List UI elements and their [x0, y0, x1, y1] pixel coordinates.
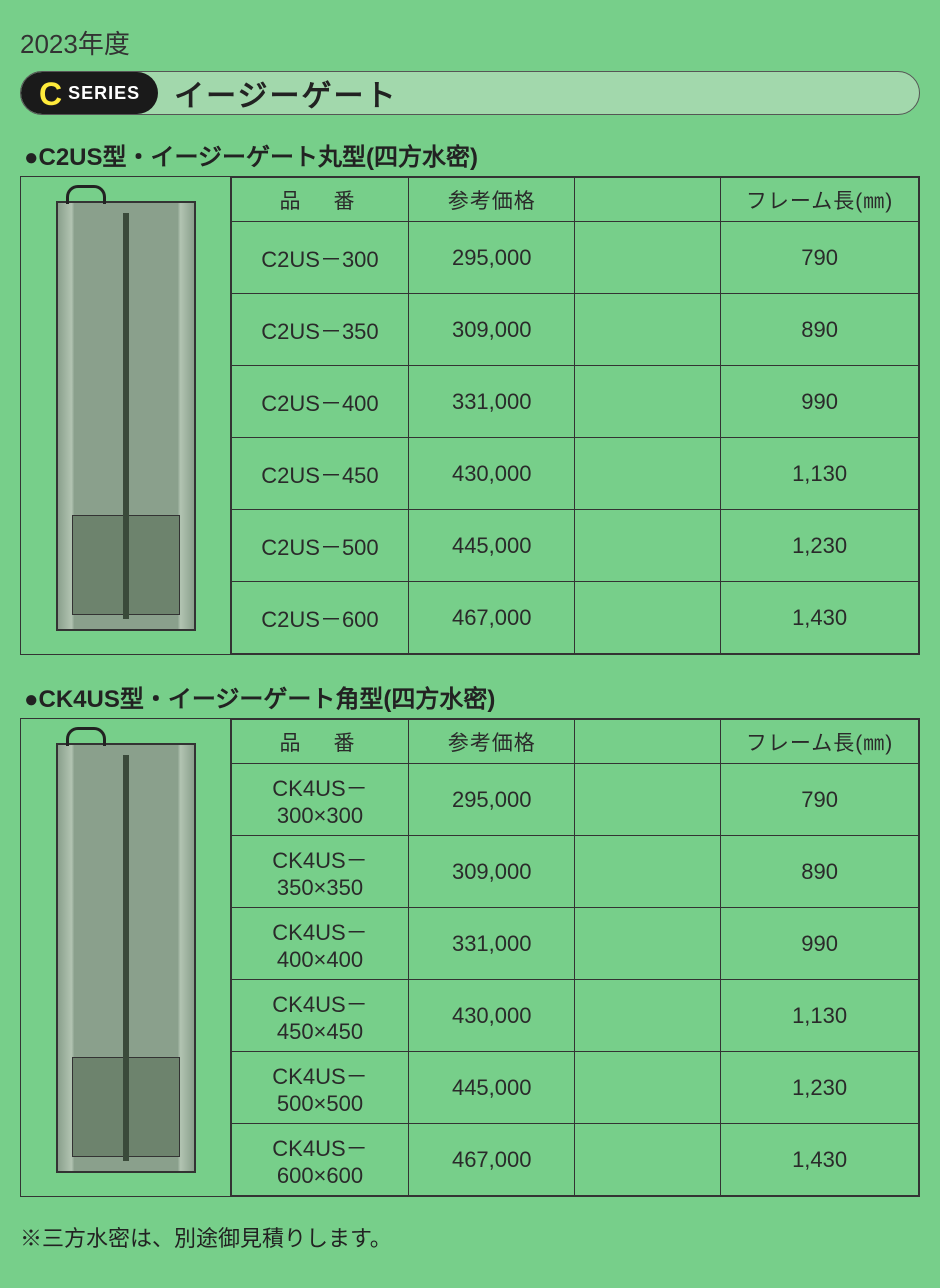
cell-frame: 1,130	[721, 438, 919, 510]
cell-part: CK4US－600×600	[232, 1124, 409, 1196]
spec-table: 品 番 参考価格 フレーム長(㎜) C2US－300295,000 790 C2U…	[231, 177, 919, 654]
table-row: CK4US－600×600467,000 1,430	[232, 1124, 919, 1196]
cell-price: 309,000	[408, 836, 575, 908]
cell-price: 467,000	[408, 582, 575, 654]
cell-frame: 1,430	[721, 1124, 919, 1196]
cell-part: C2US－600	[232, 582, 409, 654]
cell-blank	[575, 836, 721, 908]
cell-frame: 790	[721, 764, 919, 836]
cell-part: C2US－400	[232, 366, 409, 438]
cell-frame: 1,430	[721, 582, 919, 654]
cell-blank	[575, 764, 721, 836]
product-block: 品 番 参考価格 フレーム長(㎜) C2US－300295,000 790 C2U…	[20, 176, 920, 655]
table-row: CK4US－400×400331,000 990	[232, 908, 919, 980]
cell-part: C2US－300	[232, 222, 409, 294]
cell-part: CK4US－400×400	[232, 908, 409, 980]
cell-frame: 1,230	[721, 510, 919, 582]
main-title: イージーゲート	[158, 71, 919, 115]
cell-blank	[575, 366, 721, 438]
cell-price: 331,000	[408, 366, 575, 438]
cell-frame: 1,130	[721, 980, 919, 1052]
cell-price: 445,000	[408, 510, 575, 582]
table-row: CK4US－450×450430,000 1,130	[232, 980, 919, 1052]
th-part: 品 番	[232, 720, 409, 764]
table-row: C2US－350309,000 890	[232, 294, 919, 366]
spec-table: 品 番 参考価格 フレーム長(㎜) CK4US－300×300295,000 79…	[231, 719, 919, 1196]
th-price: 参考価格	[408, 178, 575, 222]
gate-illustration	[56, 743, 196, 1173]
th-price: 参考価格	[408, 720, 575, 764]
th-frame: フレーム長(㎜)	[721, 178, 919, 222]
th-blank	[575, 178, 721, 222]
table-row: C2US－400331,000 990	[232, 366, 919, 438]
table-row: C2US－300295,000 790	[232, 222, 919, 294]
badge-series: SERIES	[68, 83, 140, 104]
cell-frame: 990	[721, 366, 919, 438]
cell-frame: 1,230	[721, 1052, 919, 1124]
cell-frame: 890	[721, 836, 919, 908]
table-row: C2US－600467,000 1,430	[232, 582, 919, 654]
cell-part: CK4US－450×450	[232, 980, 409, 1052]
year-label: 2023年度	[20, 24, 920, 61]
cell-part: CK4US－350×350	[232, 836, 409, 908]
cell-blank	[575, 1124, 721, 1196]
cell-blank	[575, 510, 721, 582]
product-block: 品 番 参考価格 フレーム長(㎜) CK4US－300×300295,000 79…	[20, 718, 920, 1197]
product-image-cell	[21, 177, 231, 654]
cell-price: 295,000	[408, 222, 575, 294]
th-part: 品 番	[232, 178, 409, 222]
table-row: CK4US－350×350309,000 890	[232, 836, 919, 908]
cell-blank	[575, 294, 721, 366]
section-title: ●C2US型・イージーゲート丸型(四方水密)	[24, 137, 920, 172]
cell-blank	[575, 438, 721, 510]
section-title: ●CK4US型・イージーゲート角型(四方水密)	[24, 679, 920, 714]
cell-part: C2US－350	[232, 294, 409, 366]
cell-frame: 890	[721, 294, 919, 366]
cell-part: CK4US－300×300	[232, 764, 409, 836]
cell-price: 445,000	[408, 1052, 575, 1124]
table-header-row: 品 番 参考価格 フレーム長(㎜)	[232, 178, 919, 222]
cell-blank	[575, 908, 721, 980]
th-frame: フレーム長(㎜)	[721, 720, 919, 764]
cell-blank	[575, 582, 721, 654]
cell-frame: 790	[721, 222, 919, 294]
cell-part: C2US－500	[232, 510, 409, 582]
cell-part: CK4US－500×500	[232, 1052, 409, 1124]
table-row: CK4US－500×500445,000 1,230	[232, 1052, 919, 1124]
product-image-cell	[21, 719, 231, 1196]
cell-blank	[575, 1052, 721, 1124]
table-header-row: 品 番 参考価格 フレーム長(㎜)	[232, 720, 919, 764]
cell-price: 331,000	[408, 908, 575, 980]
cell-price: 430,000	[408, 980, 575, 1052]
cell-price: 430,000	[408, 438, 575, 510]
table-row: CK4US－300×300295,000 790	[232, 764, 919, 836]
table-row: C2US－450430,000 1,130	[232, 438, 919, 510]
cell-blank	[575, 222, 721, 294]
cell-price: 309,000	[408, 294, 575, 366]
table-row: C2US－500445,000 1,230	[232, 510, 919, 582]
cell-part: C2US－450	[232, 438, 409, 510]
cell-price: 467,000	[408, 1124, 575, 1196]
section-ck4us: ●CK4US型・イージーゲート角型(四方水密) 品 番 参考価格 フレーム長(㎜…	[20, 679, 920, 1197]
section-c2us: ●C2US型・イージーゲート丸型(四方水密) 品 番 参考価格 フレーム長(㎜)…	[20, 137, 920, 655]
gate-illustration	[56, 201, 196, 631]
cell-frame: 990	[721, 908, 919, 980]
series-badge: C SERIES	[21, 72, 158, 114]
footnote: ※三方水密は、別途御見積りします。	[20, 1221, 920, 1253]
series-header: C SERIES イージーゲート	[20, 71, 920, 115]
th-blank	[575, 720, 721, 764]
cell-price: 295,000	[408, 764, 575, 836]
cell-blank	[575, 980, 721, 1052]
badge-letter: C	[39, 72, 62, 115]
